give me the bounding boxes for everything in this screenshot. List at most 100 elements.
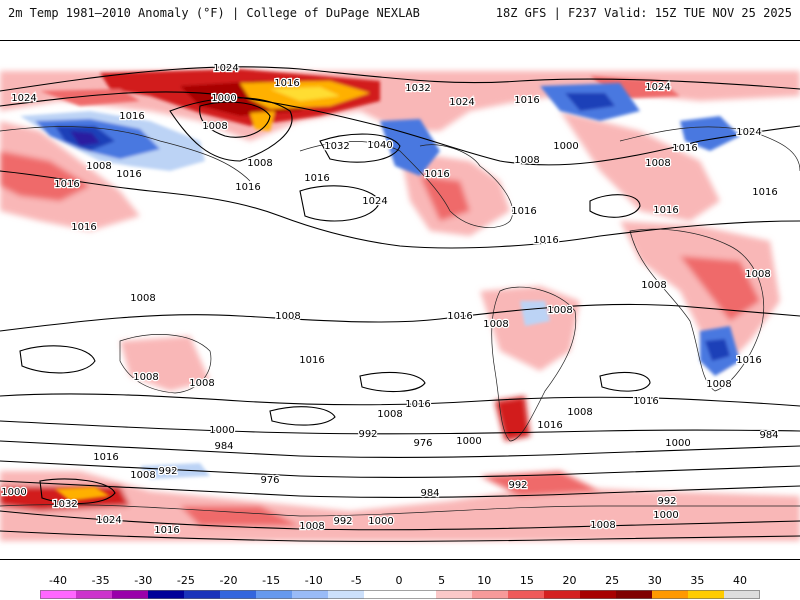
isobar-label: 1016 xyxy=(633,396,658,407)
isobar-label: 1016 xyxy=(299,355,324,366)
colorbar-tick-label: -40 xyxy=(49,574,67,587)
isobar-label: 1024 xyxy=(449,97,474,108)
colorbar-segment xyxy=(184,590,221,599)
isobar-label: 1016 xyxy=(304,173,329,184)
colorbar-tick-label: -15 xyxy=(262,574,281,587)
colorbar-segment xyxy=(220,590,257,599)
isobar-label: 1016 xyxy=(405,399,430,410)
isobar-label: 1016 xyxy=(672,143,697,154)
cold-anomaly-shading xyxy=(20,83,740,479)
isobar-label: 1032 xyxy=(324,141,349,152)
colorbar-segment xyxy=(76,590,113,599)
isobar-label: 984 xyxy=(420,488,439,499)
isobar-label: 992 xyxy=(158,466,177,477)
isobar-label: 1008 xyxy=(202,121,227,132)
isobar-label: 1024 xyxy=(96,515,121,526)
colorbar-segment xyxy=(544,590,581,599)
isobar-label: 984 xyxy=(214,441,233,452)
isobar-label: 1032 xyxy=(405,83,430,94)
colorbar-segment xyxy=(328,590,365,599)
isobar-label: 1016 xyxy=(511,206,536,217)
isobar-label: 1008 xyxy=(590,520,615,531)
isobar-label: 1008 xyxy=(377,409,402,420)
isobar-label: 976 xyxy=(413,438,432,449)
isobar-label: 1016 xyxy=(752,187,777,198)
colorbar-segment xyxy=(436,590,473,599)
map-title: 2m Temp 1981–2010 Anomaly (°F) | College… xyxy=(8,6,420,20)
isobar-label: 1008 xyxy=(514,155,539,166)
colorbar-segment xyxy=(148,590,185,599)
colorbar-tick-label: -5 xyxy=(350,574,362,587)
isobar-label: 1008 xyxy=(133,372,158,383)
isobar-label: 1024 xyxy=(362,196,387,207)
isobar-label: 1008 xyxy=(745,269,770,280)
model-run-info: 18Z GFS | F237 Valid: 15Z TUE NOV 25 202… xyxy=(495,6,792,20)
colorbar-tick-label: 30 xyxy=(647,574,662,587)
coastlines xyxy=(0,126,800,517)
isobar-label: 1000 xyxy=(209,425,234,436)
isobar-label: 1008 xyxy=(130,470,155,481)
colorbar-segment xyxy=(580,590,617,599)
isobar-label: 992 xyxy=(508,480,527,491)
isobar-label: 1016 xyxy=(653,205,678,216)
colorbar-segment xyxy=(292,590,329,599)
colorbar-tick-label: 0 xyxy=(395,574,403,587)
isobar-label: 1016 xyxy=(235,182,260,193)
isobar-label: 1016 xyxy=(533,235,558,246)
isobar-label: 1016 xyxy=(537,420,562,431)
isobar-label: 1016 xyxy=(71,222,96,233)
isobar-label: 1016 xyxy=(119,111,144,122)
colorbar-tick-label: 40 xyxy=(733,574,747,587)
colorbar-tick-label: -30 xyxy=(134,574,153,587)
isobar-label: 1024 xyxy=(11,93,36,104)
isobar-label: 1016 xyxy=(93,452,118,463)
isobar-label: 1016 xyxy=(54,179,79,190)
isobar-label: 1008 xyxy=(86,161,111,172)
isobar-label: 1016 xyxy=(736,355,761,366)
colorbar-outline xyxy=(40,590,760,599)
colorbar-segment xyxy=(472,590,509,599)
colorbar-tick-label: 5 xyxy=(438,574,446,587)
isobar-label: 1008 xyxy=(275,311,300,322)
colorbar-segment xyxy=(364,590,401,599)
colorbar-tick-label: 15 xyxy=(519,574,534,587)
pressure-contours xyxy=(0,66,800,542)
isobar-label: 1008 xyxy=(706,379,731,390)
isobar-label: 1008 xyxy=(641,280,666,291)
isobar-label: 1016 xyxy=(116,169,141,180)
colorbar-segment xyxy=(256,590,293,599)
isobar-label: 1008 xyxy=(483,319,508,330)
isobar-label: 1032 xyxy=(52,499,77,510)
isobar-label: 1016 xyxy=(514,95,539,106)
colorbar-segment xyxy=(400,590,437,599)
colorbar-tick-label: -35 xyxy=(91,574,110,587)
colorbar-tick-label: 35 xyxy=(690,574,705,587)
isobar-label: 1000 xyxy=(653,510,678,521)
isobar-label: 1016 xyxy=(424,169,449,180)
colorbar-segment xyxy=(508,590,545,599)
isobar-label: 992 xyxy=(657,496,676,507)
colorbar-segment xyxy=(652,590,689,599)
colorbar xyxy=(40,590,760,599)
map-panel[interactable]: 1024 1016 1032 1024 1000 1024 1016 1024 1016 1008… xyxy=(0,40,800,560)
isobar-label: 1008 xyxy=(645,158,670,169)
isobar-label: 1008 xyxy=(567,407,592,418)
isobar-label: 1000 xyxy=(456,436,481,447)
isobar-label: 984 xyxy=(759,430,778,441)
isobar-label: 1016 xyxy=(447,311,472,322)
isobar-label: 1000 xyxy=(368,516,393,527)
colorbar-segment xyxy=(616,590,653,599)
isobar-label: 992 xyxy=(333,516,352,527)
isobar-label: 1016 xyxy=(154,525,179,536)
isobar-label: 1016 xyxy=(274,78,299,89)
isobar-label: 976 xyxy=(260,475,279,486)
isobar-label: 1008 xyxy=(247,158,272,169)
isobar-label: 992 xyxy=(358,429,377,440)
colorbar-tick-label: 10 xyxy=(477,574,492,587)
isobar-label: 1024 xyxy=(213,63,238,74)
colorbar-segment xyxy=(40,590,77,599)
colorbar-tick-label: -20 xyxy=(219,574,238,587)
colorbar-tick-label: 20 xyxy=(562,574,577,587)
